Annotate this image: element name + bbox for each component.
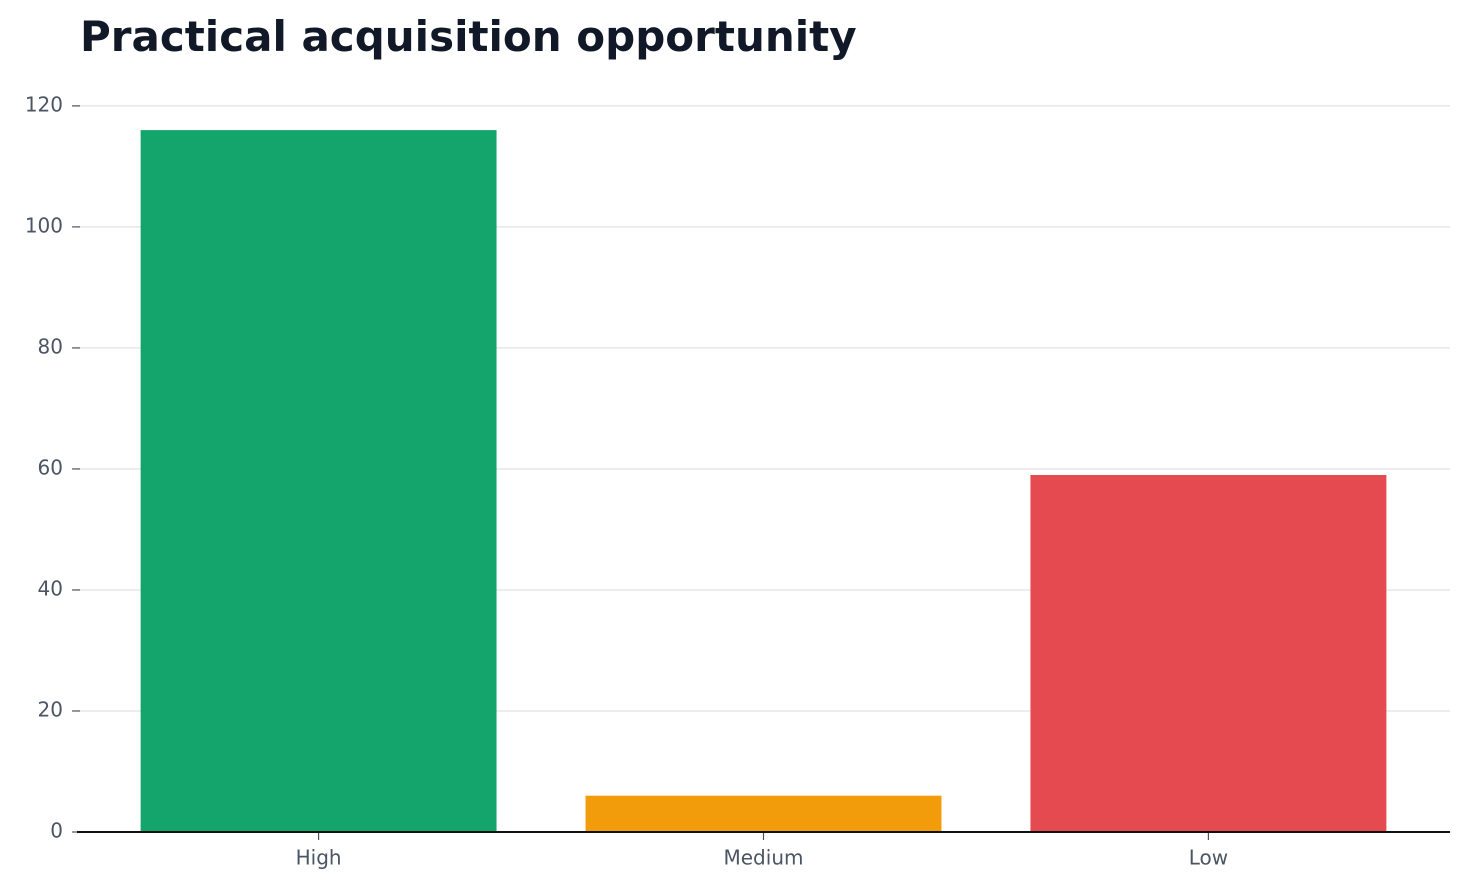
bar bbox=[140, 130, 497, 833]
bar bbox=[1030, 474, 1387, 832]
y-tick-label: 80 bbox=[38, 334, 63, 358]
chart-title: Practical acquisition opportunity bbox=[80, 12, 857, 61]
x-tick-label: Medium bbox=[724, 846, 804, 870]
x-tick-label: Low bbox=[1189, 846, 1228, 870]
y-tick-label: 120 bbox=[25, 92, 63, 116]
x-tick-label: High bbox=[296, 846, 342, 870]
y-tick-label: 40 bbox=[38, 576, 63, 600]
y-tick-label: 0 bbox=[50, 819, 63, 843]
bar bbox=[585, 795, 942, 832]
y-tick-label: 100 bbox=[25, 213, 63, 237]
y-tick-label: 20 bbox=[38, 697, 63, 721]
y-tick-label: 60 bbox=[38, 455, 63, 479]
